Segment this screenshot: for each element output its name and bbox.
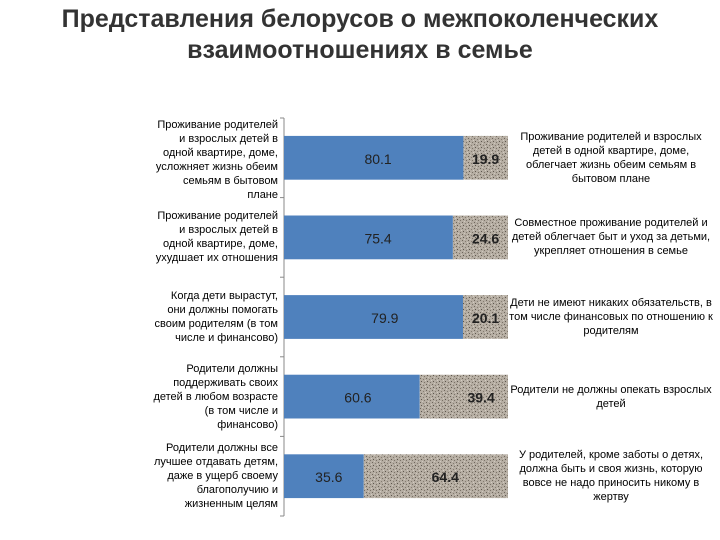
- category-label: Родители должны все лучшее отдавать детя…: [153, 442, 278, 511]
- category-label: Проживание родителей и взрослых детей в …: [155, 119, 278, 201]
- opposite-statement-label: Родители не должны опекать взрослых дете…: [510, 383, 712, 410]
- opposite-statement-label: Проживание родителей и взрослых детей в …: [520, 130, 702, 185]
- bar-segment-agree: [284, 374, 420, 419]
- bar-segment-agree: [284, 215, 453, 260]
- data-label-opposite: 64.4: [432, 469, 459, 485]
- bar-segment-opposite: [363, 454, 508, 499]
- bar-segment-agree: [284, 135, 464, 180]
- data-label-opposite: 39.4: [467, 390, 494, 406]
- bar-segment-opposite: [452, 215, 508, 260]
- category-label: Проживание родителей и взрослых детей в …: [155, 210, 278, 265]
- bar-segment-opposite: [462, 295, 508, 339]
- chart-title: Представления белорусов о межпоколенческ…: [61, 5, 659, 64]
- data-label-agree: 60.6: [344, 390, 371, 406]
- bar-segment-opposite: [463, 135, 508, 180]
- bar-segment-opposite: [419, 374, 508, 419]
- data-label-opposite: 24.6: [472, 230, 499, 246]
- data-label-opposite: 19.9: [472, 151, 499, 167]
- data-label-agree: 35.6: [315, 469, 342, 485]
- bar-segment-agree: [284, 454, 364, 499]
- opposite-statement-label: Совместное проживание родителей и детей …: [511, 217, 711, 258]
- data-label-agree: 79.9: [371, 310, 398, 326]
- category-label: Когда дети вырастут, они должны помогать…: [154, 290, 278, 344]
- opposite-statement-label: У родителей, кроме заботы о детях, должн…: [518, 449, 704, 504]
- category-label: Родители должны поддерживать своих детей…: [153, 362, 278, 431]
- data-label-opposite: 20.1: [472, 310, 499, 326]
- data-label-agree: 75.4: [364, 230, 391, 246]
- data-label-agree: 80.1: [364, 151, 391, 167]
- opposite-statement-label: Дети не имеют никаких обязательств, в то…: [509, 297, 713, 337]
- bar-segment-agree: [284, 295, 463, 339]
